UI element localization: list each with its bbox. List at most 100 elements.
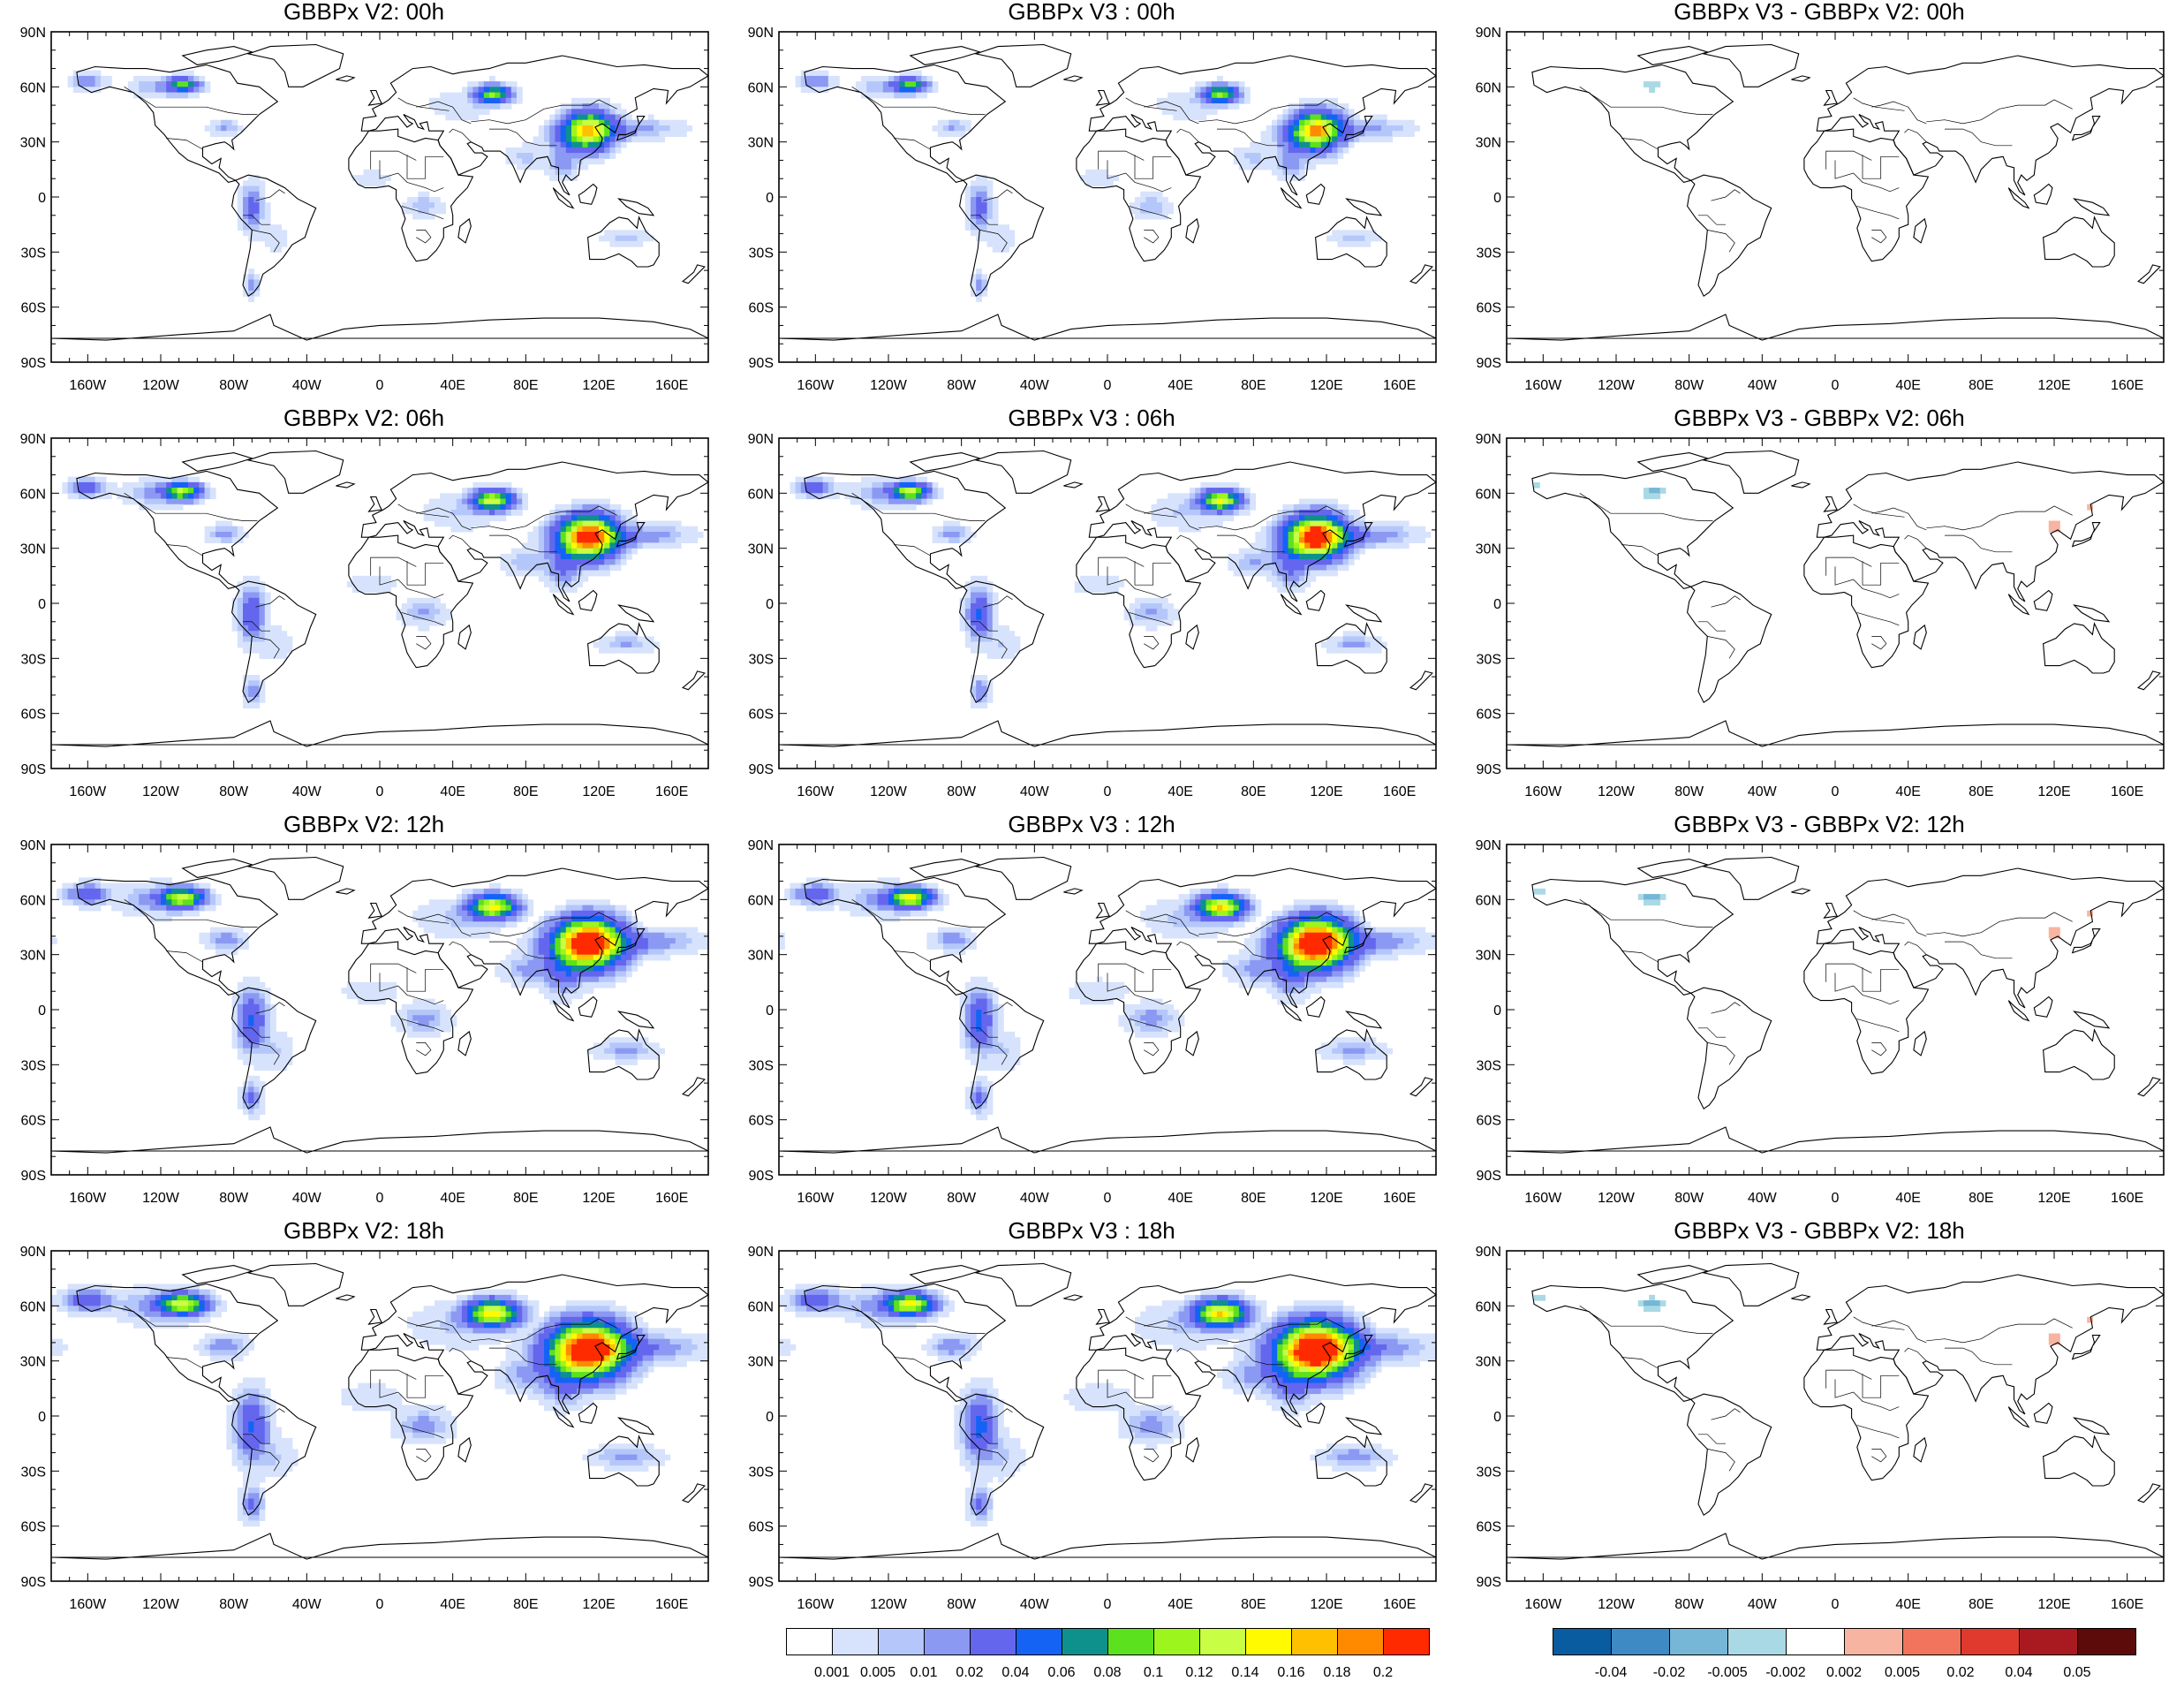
field-cell	[472, 921, 479, 928]
field-cell	[270, 1032, 276, 1038]
field-cell	[987, 692, 994, 698]
lon-tick-label: 160W	[69, 784, 107, 799]
field-cell	[495, 499, 501, 505]
field-cell	[527, 933, 533, 939]
field-cell	[1381, 526, 1387, 533]
field-cell	[582, 164, 588, 170]
field-cell	[1321, 158, 1327, 164]
field-cell	[971, 609, 977, 615]
field-cell	[1277, 153, 1283, 159]
field-cell	[472, 488, 479, 494]
field-cell	[506, 482, 512, 488]
field-cell	[1217, 499, 1223, 505]
field-cell	[954, 131, 960, 137]
field-cell	[916, 477, 922, 483]
field-cell	[676, 933, 682, 939]
coastline	[458, 219, 471, 243]
field-cell	[484, 894, 490, 900]
field-cell	[390, 581, 397, 587]
field-cell	[150, 889, 156, 895]
field-cell	[533, 537, 540, 543]
country-border	[450, 129, 472, 142]
field-cell	[1184, 510, 1190, 516]
field-cell	[155, 899, 162, 905]
field-cell	[993, 241, 999, 247]
field-cell	[905, 93, 911, 99]
field-cell	[659, 1049, 665, 1055]
field-cell	[89, 883, 95, 890]
field-cell	[253, 1037, 260, 1043]
field-cell	[440, 1004, 446, 1011]
field-cell	[1277, 587, 1283, 593]
field-cell	[1304, 109, 1311, 115]
field-cell	[260, 230, 266, 236]
field-cell	[457, 510, 463, 516]
field-cell	[1304, 142, 1311, 148]
field-cell	[270, 1042, 276, 1049]
field-cell	[1364, 537, 1371, 543]
field-cell	[215, 894, 222, 900]
field-cell	[1299, 131, 1305, 137]
field-cell	[686, 526, 692, 533]
field-cell	[664, 526, 670, 533]
field-cell	[823, 482, 829, 488]
field-cell	[495, 889, 501, 895]
field-cell	[1316, 120, 1322, 126]
field-cell	[1337, 521, 1343, 527]
field-cell	[270, 1037, 276, 1043]
field-cell	[457, 894, 463, 900]
field-cell	[905, 477, 911, 483]
field-cell	[467, 515, 473, 521]
field-cell	[648, 115, 654, 121]
field-cell	[544, 938, 550, 944]
field-cell	[544, 960, 550, 966]
field-cell	[1371, 125, 1377, 132]
field-cell	[511, 911, 518, 917]
field-cell	[549, 933, 555, 939]
field-cell	[527, 554, 533, 560]
field-cell	[84, 482, 90, 488]
field-cell	[631, 542, 638, 549]
field-cell	[593, 526, 600, 533]
field-cell	[933, 537, 939, 543]
field-cell	[571, 153, 578, 159]
field-cell	[1349, 142, 1355, 148]
field-cell	[1234, 499, 1240, 505]
coastline	[183, 453, 252, 472]
field-cell	[599, 916, 605, 922]
field-cell	[676, 542, 682, 549]
field-cell	[993, 615, 999, 621]
field-cell	[1299, 120, 1305, 126]
field-cell	[1316, 131, 1322, 137]
field-cell	[1212, 98, 1218, 104]
field-cell	[68, 493, 74, 499]
field-cell	[281, 1037, 287, 1043]
field-cell	[1140, 197, 1146, 203]
field-cell	[193, 499, 200, 505]
field-cell	[555, 911, 561, 917]
field-cell	[1234, 571, 1240, 577]
coastline	[578, 997, 597, 1018]
field-cell	[522, 938, 528, 944]
field-cell	[544, 136, 550, 142]
field-cell	[577, 938, 583, 944]
field-cell	[1282, 526, 1288, 533]
field-cell	[643, 537, 649, 543]
field-cell	[588, 564, 594, 571]
field-cell	[993, 631, 999, 637]
field-cell	[445, 504, 451, 511]
field-cell	[637, 131, 643, 137]
field-cell	[593, 510, 600, 516]
field-cell	[457, 493, 463, 499]
field-cell	[616, 142, 622, 148]
field-cell	[226, 537, 232, 543]
field-cell	[577, 521, 583, 527]
field-cell	[462, 899, 468, 905]
field-cell	[599, 571, 605, 577]
field-cell	[221, 526, 227, 533]
field-cell	[253, 675, 260, 681]
field-cell	[588, 136, 594, 142]
field-cell	[144, 899, 150, 905]
field-cell	[648, 1054, 654, 1060]
field-cell	[183, 71, 189, 77]
